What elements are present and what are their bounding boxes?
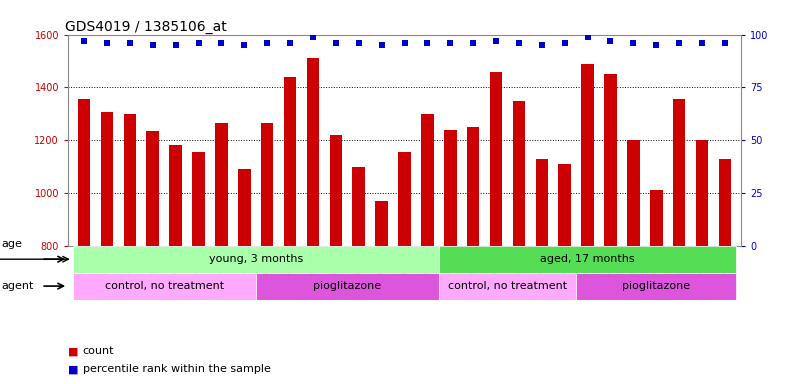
Bar [78,99,91,246]
Point [467,40,480,46]
Point [352,40,365,46]
Point [558,40,571,46]
Bar [421,114,433,246]
Text: count: count [83,346,114,356]
Point [215,40,227,46]
Bar [284,77,296,246]
Bar [467,127,480,246]
Point [444,40,457,46]
Text: control, no treatment: control, no treatment [105,281,223,291]
Point [421,40,434,46]
Point [718,40,731,46]
Bar [627,140,640,246]
Bar [398,152,411,246]
Point [101,40,114,46]
Bar [123,114,136,246]
Bar [192,152,205,246]
Point [513,40,525,46]
Point [78,38,91,44]
Point [650,42,662,48]
Text: ■: ■ [68,364,78,374]
Point [535,42,548,48]
Point [695,40,708,46]
Bar [329,135,342,246]
Bar [718,159,731,246]
Point [284,40,296,46]
Point [307,33,320,40]
Bar [673,99,686,246]
Bar [215,123,227,246]
Point [123,40,136,46]
Point [147,42,159,48]
Bar [604,74,617,246]
Text: GDS4019 / 1385106_at: GDS4019 / 1385106_at [65,20,227,33]
Bar [376,201,388,246]
Bar [307,58,320,246]
Point [627,40,640,46]
Bar [238,169,251,246]
Bar [147,131,159,246]
Point [673,40,686,46]
Text: pioglitazone: pioglitazone [313,281,381,291]
Text: agent: agent [2,281,34,291]
Text: ■: ■ [68,346,78,356]
Bar [169,146,182,246]
Bar [439,273,576,300]
Bar [576,273,736,300]
Text: age: age [2,239,22,249]
Text: aged, 17 months: aged, 17 months [541,254,635,264]
Point [169,42,182,48]
Bar [73,246,439,273]
Bar [73,273,256,300]
Point [604,38,617,44]
Bar [261,123,273,246]
Bar [558,164,571,246]
Point [261,40,274,46]
Bar [101,113,113,246]
Bar [650,190,662,246]
Text: percentile rank within the sample: percentile rank within the sample [83,364,271,374]
Point [375,42,388,48]
Bar [256,273,439,300]
Text: control, no treatment: control, no treatment [448,281,567,291]
Point [489,38,502,44]
Bar [582,64,594,246]
Bar [489,71,502,246]
Bar [439,246,736,273]
Point [398,40,411,46]
Point [582,33,594,40]
Text: pioglitazone: pioglitazone [622,281,690,291]
Bar [513,101,525,246]
Point [238,42,251,48]
Text: young, 3 months: young, 3 months [208,254,303,264]
Bar [696,140,708,246]
Bar [536,159,548,246]
Point [329,40,342,46]
Point [192,40,205,46]
Bar [444,129,457,246]
Bar [352,167,365,246]
